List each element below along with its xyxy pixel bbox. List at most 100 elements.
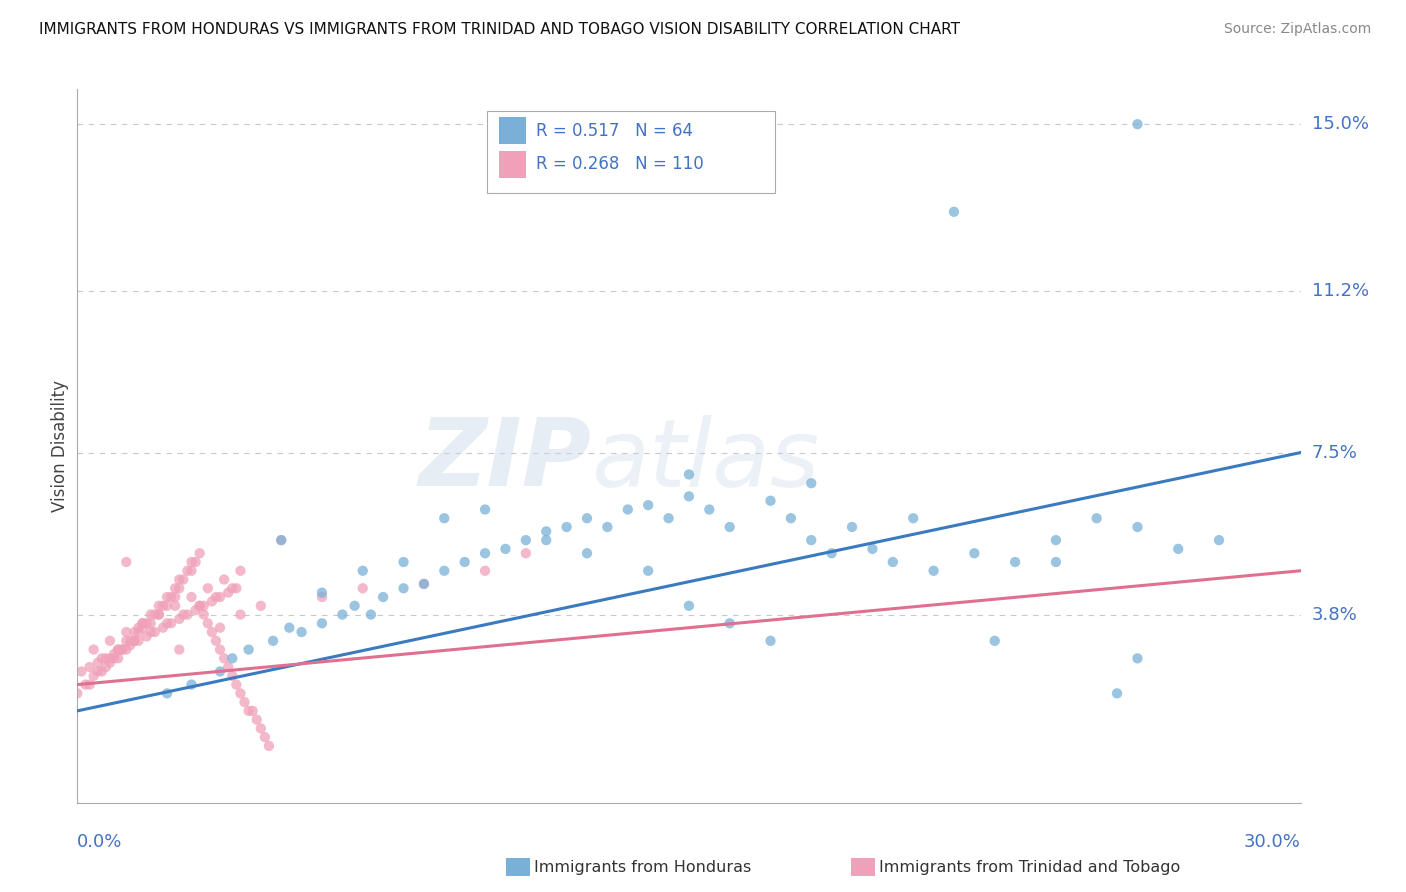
Point [942,204,965,219]
Point [1126,651,1149,665]
Point [637,564,659,578]
Point [176,607,198,622]
Point [392,555,415,569]
Point [90,651,112,665]
Point [1167,541,1189,556]
Point [1045,533,1067,548]
Point [212,573,235,587]
Point [107,651,129,665]
Point [188,599,211,613]
Text: 0.0%: 0.0% [77,833,122,851]
Point [87,665,110,679]
Point [169,573,191,587]
Point [800,533,823,548]
Point [131,621,153,635]
Point [131,616,153,631]
Point [127,621,149,635]
Text: 7.5%: 7.5% [1312,443,1358,461]
Point [152,599,174,613]
Point [779,511,801,525]
Point [201,625,224,640]
Point [208,665,231,679]
Point [115,625,138,640]
Point [238,704,260,718]
Point [229,686,252,700]
Point [208,590,231,604]
Point [576,511,599,525]
Point [83,669,105,683]
Point [139,616,162,631]
Point [882,555,904,569]
Point [270,533,292,548]
Point [115,642,138,657]
Point [474,564,496,578]
Bar [499,151,526,178]
Point [212,651,235,665]
Point [678,599,700,613]
Point [534,533,557,548]
Point [352,564,374,578]
Point [311,585,333,599]
Point [1045,555,1067,569]
Point [678,467,700,482]
Point [246,713,269,727]
Point [201,594,224,608]
Text: 3.8%: 3.8% [1312,606,1357,624]
Point [169,582,191,596]
Point [392,582,415,596]
Point [221,582,243,596]
Point [124,633,146,648]
Point [862,541,884,556]
Point [718,520,741,534]
Point [963,546,986,560]
Point [821,546,844,560]
Point [217,660,239,674]
Point [160,616,183,631]
Point [87,656,110,670]
Point [124,625,146,640]
Point [229,564,252,578]
Point [139,607,162,622]
Point [160,590,183,604]
Point [233,695,256,709]
Text: ZIP: ZIP [418,414,591,507]
Text: atlas: atlas [591,415,820,506]
Point [576,546,599,560]
Point [1208,533,1230,548]
Point [311,616,333,631]
Point [172,607,194,622]
Point [208,621,231,635]
Point [205,590,228,604]
Point [225,677,247,691]
Point [184,603,207,617]
Point [79,677,101,691]
Point [107,642,129,657]
Point [343,599,366,613]
FancyBboxPatch shape [486,111,775,193]
Point [922,564,945,578]
Point [143,625,166,640]
Point [371,590,394,604]
Point [156,686,179,700]
Point [1126,520,1149,534]
Point [165,582,187,596]
Point [678,489,700,503]
Point [197,582,219,596]
Point [270,533,292,548]
Point [120,633,142,648]
Point [184,555,207,569]
Point [495,541,517,556]
Point [453,555,475,569]
Point [127,625,149,640]
Point [433,511,456,525]
Point [433,564,456,578]
Point [135,616,157,631]
Point [193,599,215,613]
Point [83,642,105,657]
Point [221,651,243,665]
Point [180,564,202,578]
Point [103,651,125,665]
Point [107,642,129,657]
Point [148,607,170,622]
Point [262,633,284,648]
